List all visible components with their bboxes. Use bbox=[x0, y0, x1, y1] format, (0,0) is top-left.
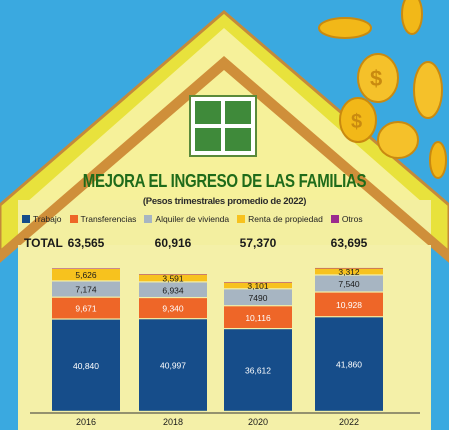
legend-swatch bbox=[69, 215, 78, 223]
data-label: 40,997 bbox=[160, 361, 186, 371]
x-tick-label: 2018 bbox=[163, 417, 183, 427]
data-label: 9,340 bbox=[162, 304, 184, 314]
data-label: 3,101 bbox=[247, 281, 269, 291]
chart-title: MEJORA EL INGRESO DE LAS FAMILIAS bbox=[82, 170, 367, 193]
legend-swatch bbox=[237, 215, 246, 223]
legend-label: Alquiler de vivienda bbox=[155, 214, 230, 224]
legend: Trabajo Transferencias Alquiler de vivie… bbox=[22, 214, 442, 224]
legend-label: Renta de propiedad bbox=[248, 214, 323, 224]
x-tick-label: 2016 bbox=[76, 417, 96, 427]
legend-item-trabajo: Trabajo bbox=[22, 214, 62, 224]
legend-item-alquiler: Alquiler de vivienda bbox=[144, 214, 229, 224]
data-label: 7490 bbox=[249, 293, 268, 303]
bar-segment bbox=[315, 275, 383, 292]
svg-text:$: $ bbox=[351, 111, 362, 133]
coins-icon: $ $ bbox=[318, 0, 447, 179]
data-label: 40,840 bbox=[73, 361, 99, 371]
legend-label: Otros bbox=[341, 214, 363, 224]
bar-segment bbox=[224, 329, 292, 411]
bar-segment bbox=[52, 281, 120, 297]
data-label: 7,174 bbox=[75, 285, 97, 295]
legend-swatch bbox=[22, 215, 30, 223]
window-icon bbox=[189, 95, 257, 157]
legend-swatch bbox=[330, 215, 339, 223]
bar-segment bbox=[52, 297, 120, 319]
data-label: 7,540 bbox=[338, 279, 360, 289]
bar-segment bbox=[139, 274, 207, 275]
x-tick-label: 2022 bbox=[339, 417, 359, 427]
data-label: 6,934 bbox=[162, 285, 184, 295]
data-label: 9,671 bbox=[75, 304, 97, 314]
data-label: 10,928 bbox=[336, 300, 362, 310]
bar-segment bbox=[139, 298, 207, 319]
legend-swatch bbox=[144, 215, 153, 223]
bar-segment bbox=[52, 319, 120, 411]
x-tick-label: 2020 bbox=[248, 417, 268, 427]
total-2018: 60,916 bbox=[154, 236, 192, 250]
svg-text:$: $ bbox=[370, 66, 382, 91]
total-2016: 63,565 bbox=[67, 236, 105, 250]
bar-segment bbox=[224, 282, 292, 283]
bar-segment bbox=[139, 282, 207, 297]
bar-segment bbox=[224, 289, 292, 306]
data-label: 10,116 bbox=[245, 313, 271, 323]
bar-segment bbox=[224, 282, 292, 289]
data-label: 3,591 bbox=[162, 273, 184, 283]
bar-segment bbox=[315, 267, 383, 269]
total-2020: 57,370 bbox=[239, 236, 277, 250]
bar-segment bbox=[52, 268, 120, 269]
legend-label: Trabajo bbox=[33, 214, 62, 224]
bar-segment bbox=[315, 317, 383, 411]
data-label: 5,626 bbox=[75, 270, 97, 280]
bar-segment bbox=[52, 268, 120, 281]
data-label: 41,860 bbox=[336, 360, 362, 370]
totals-label: TOTAL bbox=[24, 236, 63, 250]
chart-subtitle: (Pesos trimestrales promedio de 2022) bbox=[142, 196, 307, 207]
data-label: 36,612 bbox=[245, 366, 271, 376]
bar-segment bbox=[315, 268, 383, 275]
bar-segment bbox=[139, 319, 207, 411]
data-label: 3,312 bbox=[338, 267, 360, 277]
legend-item-renta: Renta de propiedad bbox=[237, 214, 323, 224]
bar-segment bbox=[139, 274, 207, 282]
legend-label: Transferencias bbox=[80, 214, 137, 224]
legend-item-otros: Otros bbox=[330, 214, 363, 224]
total-2022: 63,695 bbox=[330, 236, 368, 250]
bar-segment bbox=[224, 306, 292, 329]
bar-segment bbox=[315, 292, 383, 317]
legend-item-transferencias: Transferencias bbox=[69, 214, 137, 224]
